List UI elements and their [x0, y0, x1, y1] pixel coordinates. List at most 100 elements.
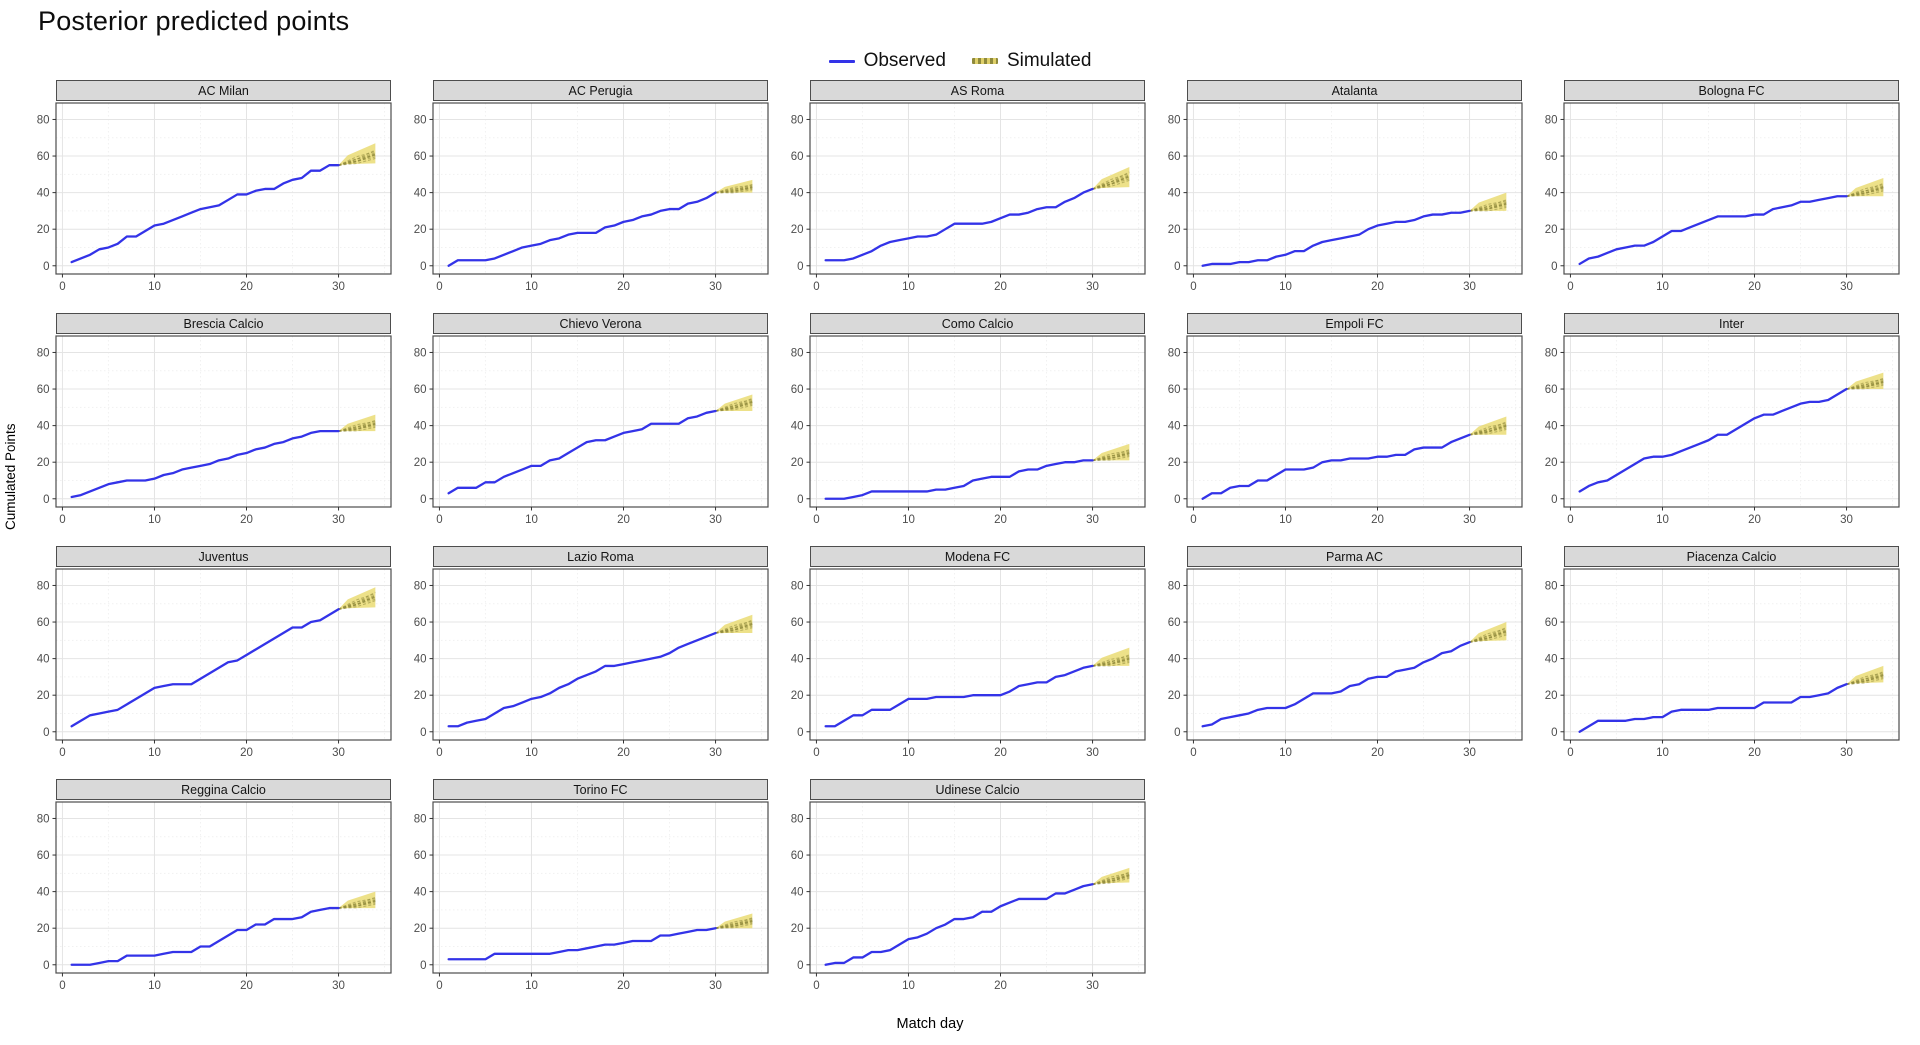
y-tick-label: 20 — [414, 457, 427, 469]
gridlines-major — [1187, 336, 1522, 507]
y-tick-label: 0 — [1174, 727, 1180, 739]
facet-grid: AC Milan 0 20 40 60 80 0 10 20 30 AC Perugia 0 20 40 6… — [26, 80, 1911, 1012]
facet-reggina-calcio: Reggina Calcio 0 20 40 60 80 0 10 20 30 — [26, 779, 396, 1012]
panel-border — [809, 335, 1146, 508]
observed-line — [1578, 387, 1848, 493]
x-tick-label: 20 — [1371, 747, 1384, 759]
facet-header-empoli-fc: Empoli FC — [1187, 313, 1522, 334]
y-tick-label: 80 — [37, 114, 50, 126]
axis-ticks: 0 20 40 60 80 0 10 20 30 — [37, 114, 345, 293]
panel-border — [55, 801, 392, 974]
axis-ticks: 0 20 40 60 80 0 10 20 30 — [1168, 580, 1476, 759]
y-tick-label: 0 — [1551, 727, 1557, 739]
y-tick-label: 60 — [414, 850, 427, 862]
axis-ticks: 0 20 40 60 80 0 10 20 30 — [37, 813, 345, 992]
y-tick-label: 40 — [1168, 188, 1181, 200]
facet-plot-ac-milan: 0 20 40 60 80 0 10 20 30 — [37, 102, 392, 293]
facet-torino-fc: Torino FC 0 20 40 60 80 0 10 20 30 — [403, 779, 773, 1012]
gridlines-major — [1187, 569, 1522, 740]
legend-item-observed: Observed — [828, 50, 946, 72]
y-tick-label: 0 — [43, 727, 49, 739]
y-tick-label: 80 — [37, 813, 50, 825]
y-tick-label: 0 — [1174, 261, 1180, 273]
gridlines-major — [1564, 103, 1899, 274]
y-tick-label: 60 — [1545, 617, 1558, 629]
simulated-strands — [715, 917, 753, 930]
panel-background — [810, 336, 1145, 507]
y-tick-label: 0 — [420, 261, 426, 273]
axis-ticks: 0 20 40 60 80 0 10 20 30 — [414, 347, 722, 526]
y-tick-label: 20 — [37, 224, 50, 236]
x-tick-label: 0 — [436, 980, 442, 992]
gridlines-minor — [433, 103, 768, 274]
y-tick-label: 40 — [1545, 654, 1558, 666]
panel-background — [56, 802, 391, 973]
panel-border — [432, 568, 769, 741]
x-tick-label: 20 — [240, 281, 253, 293]
observed-line — [1201, 209, 1471, 267]
x-tick-label: 30 — [709, 514, 722, 526]
y-tick-label: 40 — [791, 887, 804, 899]
facet-title-label: Empoli FC — [1325, 316, 1384, 331]
panel-border — [55, 335, 392, 508]
facet-header-as-roma: AS Roma — [810, 80, 1145, 101]
y-tick-label: 20 — [1168, 690, 1181, 702]
legend-item-simulated: Simulated — [971, 50, 1091, 72]
simulated-strands — [1092, 871, 1130, 886]
gridlines-minor — [56, 103, 391, 274]
gridlines-minor — [1564, 103, 1899, 274]
y-tick-label: 60 — [37, 850, 50, 862]
x-tick-label: 0 — [436, 747, 442, 759]
y-axis-title: Cumulated Points — [3, 423, 18, 530]
gridlines-major — [433, 802, 768, 973]
facet-juventus: Juventus 0 20 40 60 80 0 10 20 30 — [26, 546, 396, 779]
facet-plot-piacenza-calcio: 0 20 40 60 80 0 10 20 30 — [1545, 568, 1900, 759]
observed-line — [70, 906, 340, 966]
x-tick-label: 20 — [240, 980, 253, 992]
y-tick-label: 80 — [1545, 114, 1558, 126]
facet-header-bologna-fc: Bologna FC — [1564, 80, 1899, 101]
simulated-strands — [1846, 671, 1884, 686]
observed-line — [824, 459, 1094, 500]
gridlines-minor — [56, 802, 391, 973]
panel-background — [433, 103, 768, 274]
x-tick-label: 30 — [709, 747, 722, 759]
gridlines-minor — [1187, 336, 1522, 507]
gridlines-major — [1187, 103, 1522, 274]
y-tick-label: 40 — [791, 654, 804, 666]
facet-title-label: Brescia Calcio — [183, 316, 264, 331]
y-tick-label: 0 — [1551, 261, 1557, 273]
x-axis-title: Match day — [896, 1016, 964, 1032]
x-tick-label: 20 — [1748, 514, 1761, 526]
x-tick-label: 10 — [525, 747, 538, 759]
x-tick-label: 20 — [240, 747, 253, 759]
facet-as-roma: AS Roma 0 20 40 60 80 0 10 20 30 — [780, 80, 1150, 313]
gridlines-major — [56, 802, 391, 973]
facet-udinese-calcio: Udinese Calcio 0 20 40 60 80 0 10 20 30 — [780, 779, 1150, 1012]
facet-title-label: Juventus — [198, 549, 249, 564]
facet-header-ac-milan: AC Milan — [56, 80, 391, 101]
simulated-ribbon — [338, 143, 376, 166]
gridlines-major — [433, 569, 768, 740]
gridlines-minor — [433, 569, 768, 740]
facet-ac-milan: AC Milan 0 20 40 60 80 0 10 20 30 — [26, 80, 396, 313]
facet-plot-ac-perugia: 0 20 40 60 80 0 10 20 30 — [414, 102, 769, 293]
y-tick-label: 80 — [791, 347, 804, 359]
y-tick-label: 40 — [37, 654, 50, 666]
x-tick-label: 10 — [1656, 514, 1669, 526]
y-tick-label: 40 — [791, 188, 804, 200]
gridlines-minor — [810, 569, 1145, 740]
x-tick-label: 0 — [1567, 514, 1573, 526]
axis-ticks: 0 20 40 60 80 0 10 20 30 — [1168, 114, 1476, 293]
y-tick-label: 80 — [37, 347, 50, 359]
x-tick-label: 10 — [148, 980, 161, 992]
x-tick-label: 10 — [148, 747, 161, 759]
y-tick-label: 60 — [1168, 151, 1181, 163]
panel-border — [1563, 335, 1900, 508]
x-tick-label: 10 — [148, 281, 161, 293]
axis-ticks: 0 20 40 60 80 0 10 20 30 — [791, 580, 1099, 759]
gridlines-major — [56, 569, 391, 740]
gridlines-minor — [810, 103, 1145, 274]
x-tick-label: 30 — [1463, 514, 1476, 526]
y-tick-label: 20 — [791, 923, 804, 935]
